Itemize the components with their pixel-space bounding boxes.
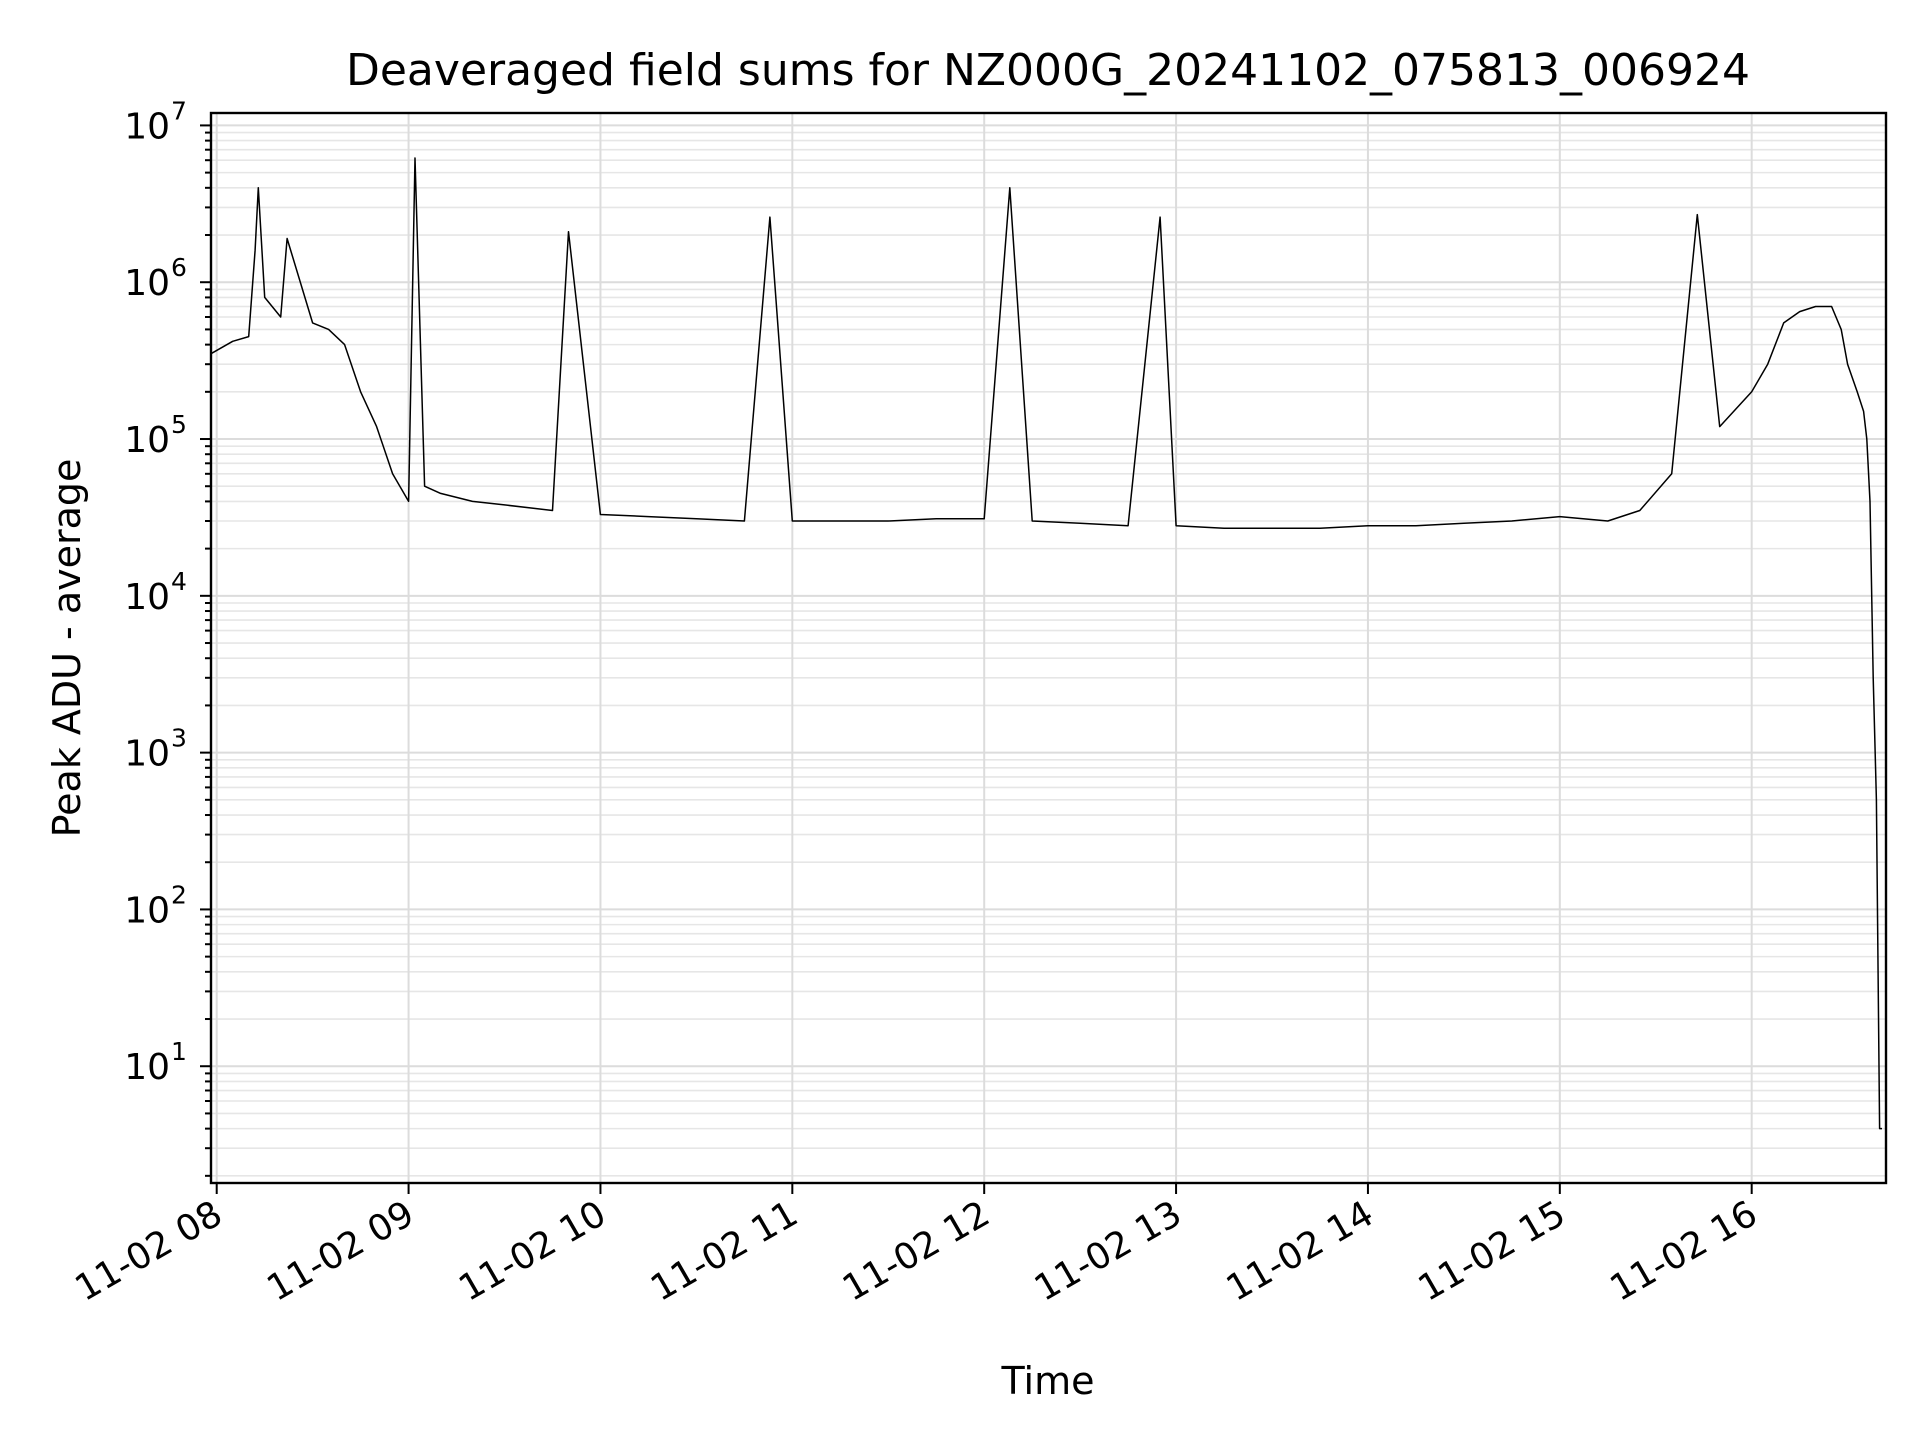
y-tick-label: 10 [124, 577, 170, 618]
y-tick-label: 10 [124, 734, 170, 775]
y-axis-label: Peak ADU - average [45, 459, 89, 838]
x-axis-label: Time [1001, 1359, 1095, 1403]
x-tick-label: 11-02 14 [1220, 1193, 1381, 1309]
chart-title: Deaveraged field sums for NZ000G_2024110… [346, 45, 1750, 96]
y-tick-exponent: 6 [171, 253, 187, 282]
y-tick-label: 10 [124, 420, 170, 461]
series-layer [210, 157, 1882, 1130]
plot-frame [209, 111, 1888, 1185]
y-tick-exponent: 4 [171, 567, 187, 596]
x-tick-label: 11-02 10 [452, 1193, 613, 1309]
y-tick-exponent: 3 [171, 724, 187, 753]
y-tick-exponent: 7 [171, 96, 187, 125]
y-tick-exponent: 2 [171, 880, 187, 909]
x-axis: 11-02 08 11-02 09 11-02 10 11-02 11 11-02 12… [69, 1183, 1765, 1310]
x-tick-label: 11-02 09 [260, 1193, 421, 1309]
series-line [210, 157, 1882, 1130]
x-tick-label: 11-02 11 [644, 1193, 805, 1309]
x-tick-label: 11-02 16 [1604, 1193, 1765, 1309]
x-tick-label: 11-02 13 [1028, 1193, 1189, 1309]
y-tick-label: 10 [124, 890, 170, 931]
y-tick-exponent: 1 [171, 1037, 187, 1066]
x-tick-label: 11-02 15 [1412, 1193, 1573, 1309]
y-tick-label: 10 [124, 1047, 170, 1088]
y-tick-label: 10 [124, 106, 170, 147]
x-tick-label: 11-02 08 [69, 1193, 230, 1309]
y-tick-exponent: 5 [171, 410, 187, 439]
y-tick-label: 10 [124, 263, 170, 304]
x-tick-label: 11-02 12 [836, 1193, 997, 1309]
grid [211, 113, 1886, 1183]
